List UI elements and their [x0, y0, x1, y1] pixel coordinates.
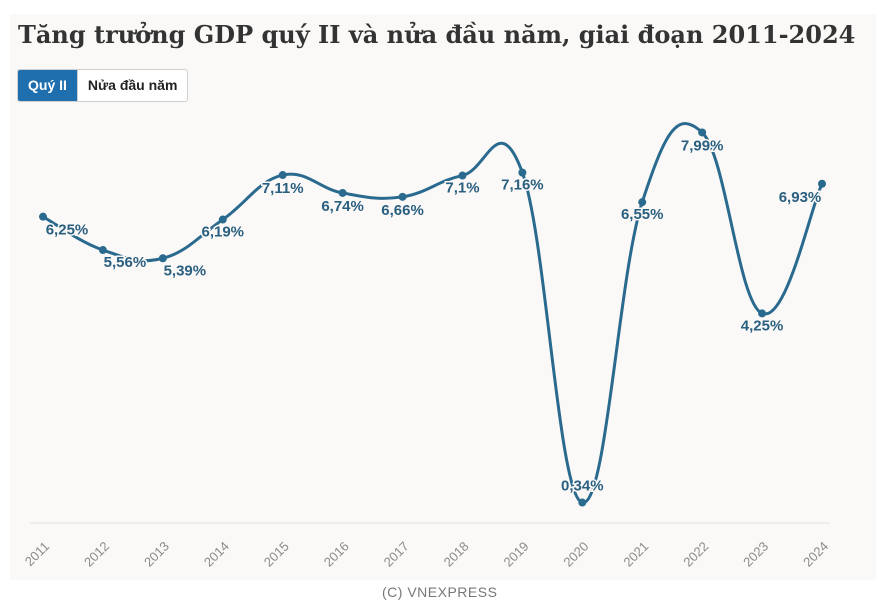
- data-label-2020: 0,34%: [561, 478, 604, 495]
- x-tick-label-2015: 2015: [261, 539, 292, 570]
- data-label-2014: 6,19%: [201, 224, 244, 241]
- x-tick-label-2018: 2018: [441, 539, 472, 570]
- data-label-2022: 7,99%: [681, 137, 724, 154]
- x-tick-label-2011: 2011: [22, 539, 52, 569]
- data-label-2018: 7,1%: [445, 180, 479, 197]
- x-tick-label-2019: 2019: [501, 539, 532, 570]
- data-label-2015: 7,11%: [262, 180, 304, 197]
- data-label-2017: 6,66%: [381, 202, 424, 219]
- data-point-2020: [578, 498, 587, 507]
- data-point-2015: [278, 171, 287, 180]
- chart-title: Tăng trưởng GDP quý II và nửa đầu năm, g…: [18, 20, 856, 49]
- data-label-2023: 4,25%: [741, 317, 784, 334]
- data-point-2011: [39, 212, 47, 221]
- data-label-2011: 6,25%: [46, 222, 89, 239]
- data-point-2017: [398, 192, 407, 201]
- series-line-quy-ii: [41, 122, 824, 505]
- data-point-2014: [218, 215, 227, 224]
- data-point-2023: [758, 309, 767, 318]
- tab-nua-dau-nam[interactable]: Nửa đầu năm: [76, 70, 187, 101]
- data-label-2021: 6,55%: [621, 206, 664, 223]
- x-tick-label-2024: 2024: [800, 539, 831, 570]
- x-tick-label-2013: 2013: [141, 539, 172, 570]
- data-point-2018: [458, 171, 467, 180]
- x-tick-label-2023: 2023: [740, 539, 771, 570]
- data-label-2019: 7,16%: [501, 177, 544, 194]
- x-tick-label-2021: 2021: [620, 539, 651, 570]
- series-tabs: Quý II Nửa đầu năm: [17, 69, 189, 102]
- x-tick-label-2012: 2012: [81, 539, 112, 570]
- data-point-2016: [338, 188, 347, 197]
- data-label-2012: 5,56%: [104, 254, 147, 271]
- data-label-2024: 6,93%: [779, 189, 822, 206]
- data-point-2021: [638, 198, 647, 207]
- x-tick-label-2020: 2020: [560, 539, 591, 570]
- data-label-2016: 6,74%: [321, 198, 364, 215]
- x-tick-label-2014: 2014: [201, 539, 232, 570]
- chart-card: Tăng trưởng GDP quý II và nửa đầu năm, g…: [10, 14, 876, 580]
- x-tick-label-2017: 2017: [381, 539, 412, 570]
- x-tick-label-2016: 2016: [321, 539, 352, 570]
- data-point-2013: [158, 254, 167, 263]
- data-label-2013: 5,39%: [164, 262, 207, 279]
- data-point-2022: [698, 128, 707, 137]
- x-tick-label-2022: 2022: [680, 539, 711, 570]
- data-point-2019: [518, 168, 527, 177]
- tab-quy-ii[interactable]: Quý II: [18, 70, 77, 101]
- data-point-2024: [818, 179, 826, 188]
- copyright-footer: (C) VNEXPRESS: [382, 584, 498, 600]
- data-point-2012: [98, 246, 107, 255]
